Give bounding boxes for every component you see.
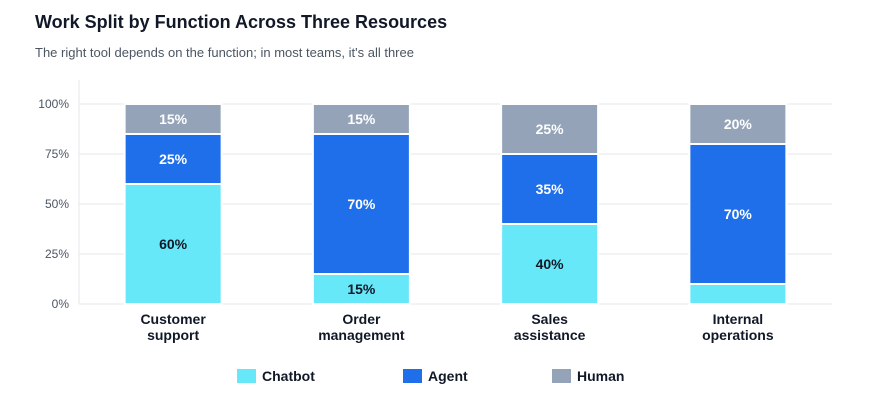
legend-item-human: Human bbox=[552, 368, 624, 384]
legend-swatch bbox=[552, 369, 571, 383]
legend-swatch bbox=[237, 369, 256, 383]
legend-item-chatbot: Chatbot bbox=[237, 368, 315, 384]
legend-label: Agent bbox=[428, 368, 468, 384]
y-tick-label: 75% bbox=[45, 147, 69, 161]
data-label: 15% bbox=[159, 111, 188, 127]
chart-title: Work Split by Function Across Three Reso… bbox=[35, 12, 448, 32]
chart-legend: Chatbot Agent Human bbox=[0, 368, 876, 388]
bar-segment-human bbox=[123, 103, 223, 135]
data-label: 25% bbox=[159, 151, 188, 167]
bar-segment-chatbot bbox=[500, 223, 600, 305]
x-tick-label: management bbox=[318, 327, 405, 343]
data-label: 70% bbox=[724, 206, 753, 222]
legend-swatch bbox=[403, 369, 422, 383]
data-label: 25% bbox=[536, 121, 565, 137]
y-tick-label: 25% bbox=[45, 247, 69, 261]
bar-segment-human bbox=[500, 103, 600, 155]
bar-segment-human bbox=[311, 103, 411, 135]
data-label: 35% bbox=[536, 181, 565, 197]
x-tick-label: support bbox=[147, 327, 199, 343]
legend-label: Chatbot bbox=[262, 368, 315, 384]
bar-segment-chatbot bbox=[123, 183, 223, 305]
bar-segment-chatbot bbox=[688, 283, 788, 305]
x-tick-label: Sales bbox=[531, 311, 568, 327]
legend-item-agent: Agent bbox=[403, 368, 468, 384]
x-tick-label: operations bbox=[702, 327, 774, 343]
x-tick-label: Internal bbox=[713, 311, 764, 327]
y-tick-label: 0% bbox=[52, 297, 70, 311]
x-tick-label: Customer bbox=[140, 311, 206, 327]
chart-subtitle: The right tool depends on the function; … bbox=[35, 45, 414, 60]
legend-label: Human bbox=[577, 368, 625, 384]
bar-segment-agent bbox=[500, 153, 600, 225]
bar-segment-human bbox=[688, 103, 788, 145]
x-tick-label: assistance bbox=[514, 327, 586, 343]
data-label: 70% bbox=[347, 196, 376, 212]
data-label: 15% bbox=[347, 281, 376, 297]
y-tick-label: 100% bbox=[38, 97, 69, 111]
data-label: 15% bbox=[347, 111, 376, 127]
data-label: 40% bbox=[536, 256, 565, 272]
y-tick-label: 50% bbox=[45, 197, 69, 211]
x-tick-label: Order bbox=[342, 311, 381, 327]
data-label: 60% bbox=[159, 236, 188, 252]
data-label: 20% bbox=[724, 116, 753, 132]
